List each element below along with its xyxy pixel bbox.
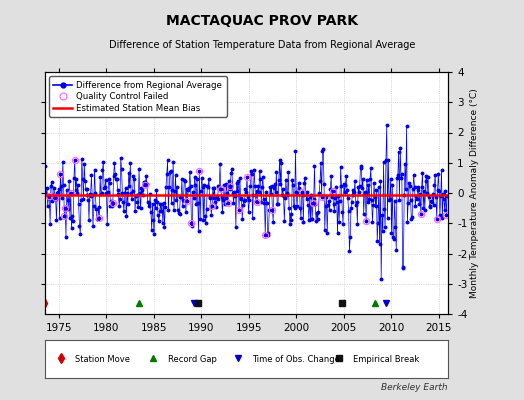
Text: MACTAQUAC PROV PARK: MACTAQUAC PROV PARK <box>166 14 358 28</box>
Text: Station Move: Station Move <box>75 354 130 364</box>
Text: Time of Obs. Change: Time of Obs. Change <box>253 354 340 364</box>
Text: Record Gap: Record Gap <box>168 354 216 364</box>
Text: Empirical Break: Empirical Break <box>353 354 419 364</box>
Y-axis label: Monthly Temperature Anomaly Difference (°C): Monthly Temperature Anomaly Difference (… <box>470 88 479 298</box>
Legend: Difference from Regional Average, Quality Control Failed, Estimated Station Mean: Difference from Regional Average, Qualit… <box>49 76 226 117</box>
Text: Difference of Station Temperature Data from Regional Average: Difference of Station Temperature Data f… <box>109 40 415 50</box>
Text: Berkeley Earth: Berkeley Earth <box>381 383 448 392</box>
